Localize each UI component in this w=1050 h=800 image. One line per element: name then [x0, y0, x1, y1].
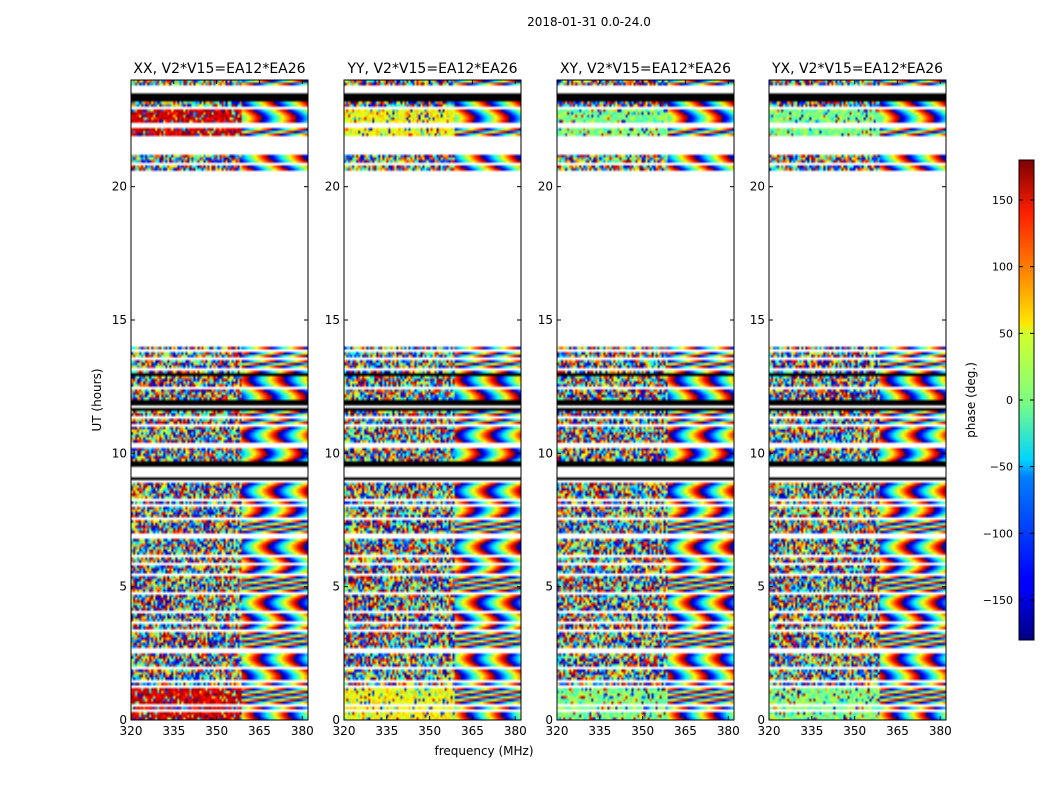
y-tick-label: 20 — [325, 180, 340, 194]
colorbar-tick-label: 0 — [1006, 394, 1013, 407]
axes-frame — [556, 79, 735, 721]
x-axis-label: frequency (MHz) — [434, 744, 533, 758]
y-tick-label: 15 — [325, 313, 340, 327]
heatmap-image — [557, 80, 734, 720]
x-tick-label: 320 — [333, 724, 356, 738]
y-tick-label: 15 — [538, 313, 553, 327]
panel-title: XX, V2*V15=EA12*EA26 — [133, 61, 305, 77]
x-tick-label: 380 — [929, 724, 952, 738]
x-tick-label: 335 — [800, 724, 823, 738]
x-tick-label: 320 — [758, 724, 781, 738]
y-tick-label: 0 — [757, 713, 765, 727]
x-tick-label: 350 — [631, 724, 654, 738]
panels: XX, V2*V15=EA12*EA26 320 335 350 365 380 0 5 10 1… — [112, 61, 952, 738]
y-tick-label: 0 — [545, 713, 553, 727]
y-tick-label: 20 — [750, 180, 765, 194]
panel-title: YY, V2*V15=EA12*EA26 — [346, 61, 517, 77]
x-tick-label: 350 — [418, 724, 441, 738]
colorbar-tick-label: −50 — [990, 461, 1013, 474]
y-tick-label: 0 — [119, 713, 127, 727]
x-tick-label: 365 — [886, 724, 909, 738]
colorbar-tick-label: −100 — [983, 527, 1013, 540]
figure-suptitle: 2018-01-31 0.0-24.0 — [527, 15, 651, 29]
x-tick-label: 335 — [162, 724, 185, 738]
y-tick-label: 10 — [538, 446, 553, 460]
x-tick-label: 335 — [375, 724, 398, 738]
axes-frame — [130, 79, 309, 721]
x-tick-label: 350 — [843, 724, 866, 738]
y-tick-label: 10 — [112, 446, 127, 460]
y-tick-label: 5 — [545, 580, 553, 594]
x-tick-label: 320 — [120, 724, 143, 738]
y-tick-label: 10 — [750, 446, 765, 460]
colorbar-tick-label: 100 — [992, 261, 1013, 274]
panel-xx: XX, V2*V15=EA12*EA26 320 335 350 365 380 0 5 10 1… — [112, 61, 314, 738]
panel-title: YX, V2*V15=EA12*EA26 — [771, 61, 943, 77]
panel-title: XY, V2*V15=EA12*EA26 — [560, 61, 731, 77]
colorbar-tick-label: 50 — [999, 327, 1013, 340]
x-tick-label: 365 — [461, 724, 484, 738]
panel-yx: YX, V2*V15=EA12*EA26 320 335 350 365 380 0 5 10 1… — [750, 61, 952, 738]
x-tick-label: 350 — [205, 724, 228, 738]
x-tick-label: 365 — [248, 724, 271, 738]
heatmap-image — [769, 80, 946, 720]
heatmap-image — [344, 80, 521, 720]
y-tick-label: 15 — [112, 313, 127, 327]
y-tick-label: 20 — [538, 180, 553, 194]
y-tick-label: 5 — [757, 580, 765, 594]
y-tick-label: 0 — [332, 713, 340, 727]
axes-frame — [768, 79, 947, 721]
x-tick-label: 320 — [546, 724, 569, 738]
colorbar: −150 −100 −50 0 50 100 150 — [983, 159, 1035, 641]
x-tick-label: 365 — [674, 724, 697, 738]
colorbar-label: phase (deg.) — [964, 362, 978, 438]
x-tick-label: 380 — [717, 724, 740, 738]
colorbar-tick-label: −150 — [983, 594, 1013, 607]
colorbar-tick-label: 150 — [992, 194, 1013, 207]
x-tick-label: 380 — [291, 724, 314, 738]
x-tick-label: 380 — [504, 724, 527, 738]
x-tick-label: 335 — [588, 724, 611, 738]
heatmap-image — [131, 80, 308, 720]
y-axis-label: UT (hours) — [90, 368, 104, 431]
y-tick-label: 15 — [750, 313, 765, 327]
panel-xy: XY, V2*V15=EA12*EA26 320 335 350 365 380 0 5 10 1… — [538, 61, 740, 738]
y-tick-label: 5 — [332, 580, 340, 594]
y-tick-label: 20 — [112, 180, 127, 194]
y-tick-label: 10 — [325, 446, 340, 460]
y-tick-label: 5 — [119, 580, 127, 594]
panel-yy: YY, V2*V15=EA12*EA26 320 335 350 365 380 0 5 10 1… — [325, 61, 527, 738]
axes-frame — [343, 79, 522, 721]
